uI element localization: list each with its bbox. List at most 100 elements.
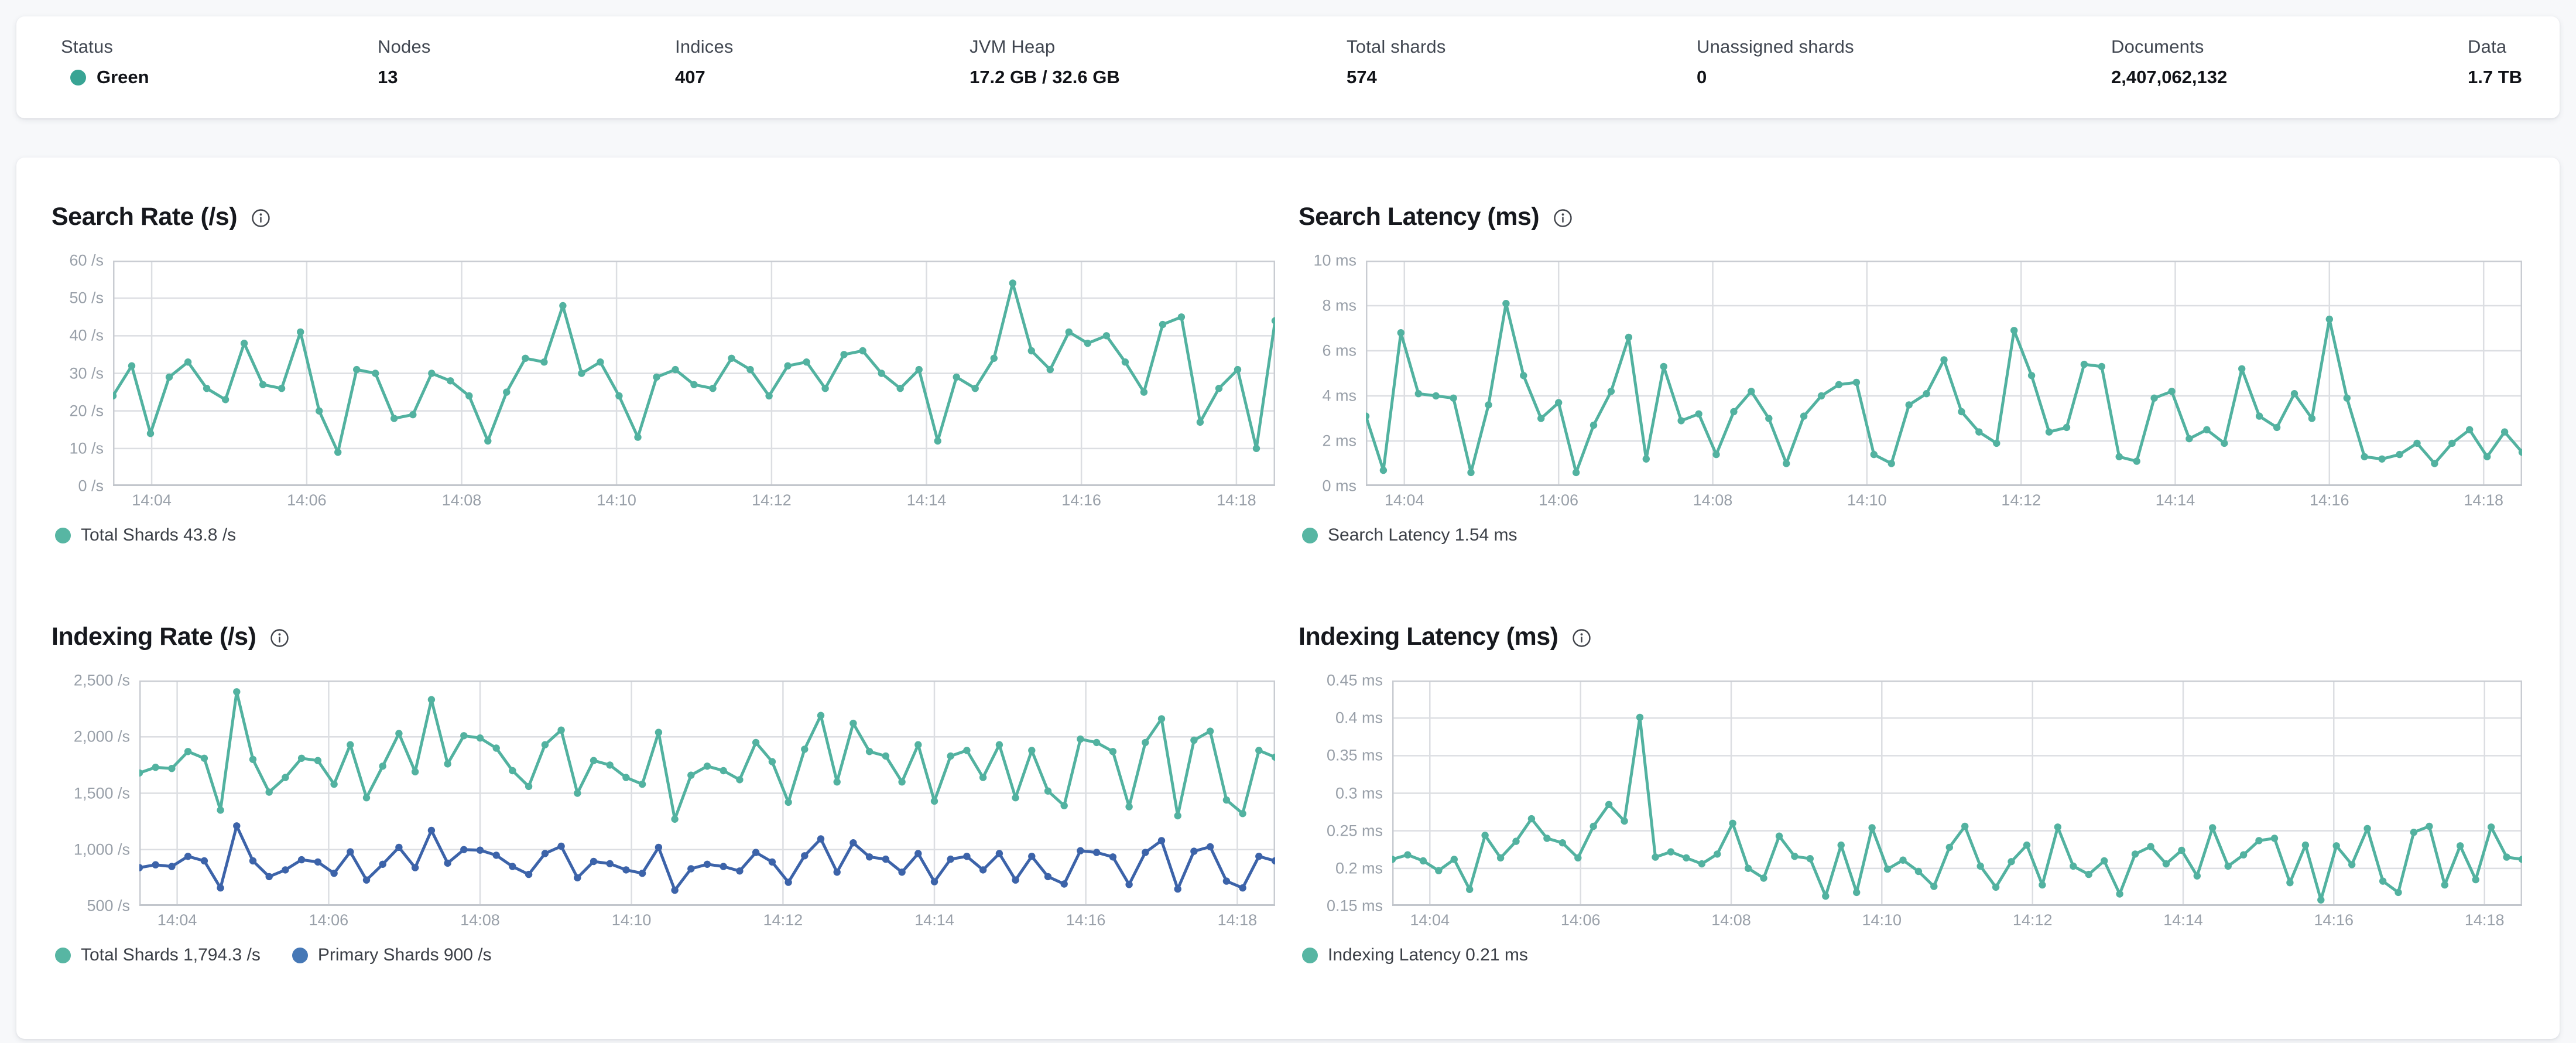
chart-legend: Total Shards 1,794.3 /s Primary Shards 9… xyxy=(55,945,492,965)
stat-jvm-heap: JVM Heap 17.2 GB / 32.6 GB xyxy=(970,36,1120,88)
x-tick-label: 14:08 xyxy=(441,491,482,509)
x-tick-label: 14:10 xyxy=(611,911,652,929)
chart-indexing-latency: Indexing Latency (ms) 0.45 ms 0.4 ms 0.35 … xyxy=(1299,620,2526,1000)
x-tick-label: 14:10 xyxy=(1862,911,1902,929)
info-icon[interactable] xyxy=(1572,628,1591,648)
y-tick-label: 1,000 /s xyxy=(73,840,130,859)
y-tick-label: 0.3 ms xyxy=(1335,784,1383,802)
legend-label: Search Latency 1.54 ms xyxy=(1328,525,1517,545)
y-axis-labels: 0.45 ms 0.4 ms 0.35 ms 0.3 ms 0.25 ms 0.2 ms 0… xyxy=(1299,672,1383,915)
y-tick-label: 6 ms xyxy=(1322,341,1356,360)
x-tick-label: 14:18 xyxy=(1217,911,1258,929)
legend-item[interactable]: Search Latency 1.54 ms xyxy=(1302,525,1517,545)
chart-legend: Indexing Latency 0.21 ms xyxy=(1302,945,1528,965)
legend-item[interactable]: Total Shards 43.8 /s xyxy=(55,525,236,545)
legend-dot-icon xyxy=(1302,947,1318,963)
plot-area xyxy=(135,679,1279,907)
x-tick-label: 14:18 xyxy=(1217,491,1256,509)
y-tick-label: 10 ms xyxy=(1313,251,1356,269)
x-tick-label: 14:08 xyxy=(460,911,500,929)
y-axis-labels: 2,500 /s 2,000 /s 1,500 /s 1,000 /s 500 /s xyxy=(52,672,130,915)
x-tick-label: 14:16 xyxy=(1066,911,1106,929)
chart-title: Search Rate (/s) xyxy=(52,203,238,231)
stat-label: Status xyxy=(61,36,114,57)
stat-value: 1.7 TB xyxy=(2468,67,2523,87)
y-tick-label: 0 ms xyxy=(1322,477,1356,495)
y-tick-label: 30 /s xyxy=(69,364,104,382)
x-tick-label: 14:14 xyxy=(2163,911,2203,929)
x-tick-label: 14:16 xyxy=(2309,491,2349,509)
x-tick-label: 14:06 xyxy=(287,491,327,509)
y-tick-label: 0.25 ms xyxy=(1326,822,1383,840)
stat-documents: Documents 2,407,062,132 xyxy=(2111,36,2227,88)
y-axis-labels: 10 ms 8 ms 6 ms 4 ms 2 ms 0 ms xyxy=(1299,252,1356,495)
stat-value: 574 xyxy=(1347,67,1377,87)
x-tick-label: 14:12 xyxy=(752,491,792,509)
legend-label: Total Shards 43.8 /s xyxy=(81,525,237,545)
y-tick-label: 0.45 ms xyxy=(1326,671,1383,689)
info-icon[interactable] xyxy=(1553,208,1573,228)
chart-search-latency: Search Latency (ms) 10 ms 8 ms 6 ms 4 ms 2 m… xyxy=(1299,200,2526,580)
x-tick-label: 14:14 xyxy=(2155,491,2195,509)
cluster-overview-bar: Status Green Nodes 13 Indices 407 JVM He… xyxy=(16,16,2560,118)
x-tick-label: 14:04 xyxy=(1384,491,1424,509)
stat-value: 407 xyxy=(675,67,705,87)
x-tick-label: 14:16 xyxy=(2314,911,2354,929)
legend-dot-icon xyxy=(55,527,71,543)
y-tick-label: 4 ms xyxy=(1322,387,1356,405)
chart-search-rate: Search Rate (/s) 60 /s 50 /s 40 /s 30 /s 20 … xyxy=(52,200,1279,580)
x-tick-label: 14:10 xyxy=(1847,491,1887,509)
x-tick-label: 14:12 xyxy=(2001,491,2041,509)
stat-value: Green xyxy=(97,67,149,87)
x-axis-labels: 14:04 14:06 14:08 14:10 14:12 14:14 14:16 14:18 xyxy=(113,491,1275,512)
x-tick-label: 14:10 xyxy=(597,491,636,509)
legend-item[interactable]: Primary Shards 900 /s xyxy=(292,945,492,965)
x-axis-labels: 14:04 14:06 14:08 14:10 14:12 14:14 14:16 14:18 xyxy=(139,911,1275,932)
y-tick-label: 0.15 ms xyxy=(1326,897,1383,915)
legend-dot-icon xyxy=(1302,527,1318,543)
y-tick-label: 2,000 /s xyxy=(73,727,130,746)
legend-item[interactable]: Indexing Latency 0.21 ms xyxy=(1302,945,1528,965)
x-tick-label: 14:08 xyxy=(1693,491,1733,509)
y-tick-label: 50 /s xyxy=(69,289,104,307)
y-tick-label: 1,500 /s xyxy=(73,784,130,802)
stat-total-shards: Total shards 574 xyxy=(1347,36,1446,88)
info-icon[interactable] xyxy=(251,208,270,228)
chart-canvas xyxy=(135,679,1279,907)
y-tick-label: 40 /s xyxy=(69,326,104,344)
chart-legend: Total Shards 43.8 /s xyxy=(55,525,236,545)
stat-status: Status Green xyxy=(61,36,149,88)
chart-indexing-rate: Indexing Rate (/s) 2,500 /s 2,000 /s 1,500… xyxy=(52,620,1279,1000)
chart-canvas xyxy=(1388,679,2526,907)
chart-title: Search Latency (ms) xyxy=(1299,203,1540,231)
x-tick-label: 14:04 xyxy=(1410,911,1450,929)
chart-canvas xyxy=(1362,259,2526,487)
chart-title: Indexing Latency (ms) xyxy=(1299,623,1558,651)
x-tick-label: 14:08 xyxy=(1711,911,1751,929)
stat-label: Total shards xyxy=(1347,36,1446,57)
x-tick-label: 14:06 xyxy=(1560,911,1601,929)
stat-label: Indices xyxy=(675,36,734,57)
legend-dot-icon xyxy=(55,947,71,963)
y-tick-label: 0.35 ms xyxy=(1326,746,1383,764)
y-tick-label: 0 /s xyxy=(78,477,104,495)
y-axis-labels: 60 /s 50 /s 40 /s 30 /s 20 /s 10 /s 0 /s xyxy=(52,252,104,495)
x-tick-label: 14:16 xyxy=(1061,491,1101,509)
stat-label: Nodes xyxy=(378,36,431,57)
plot-area xyxy=(109,259,1279,487)
y-tick-label: 0.2 ms xyxy=(1335,859,1383,877)
plot-area xyxy=(1388,679,2526,907)
stat-indices: Indices 407 xyxy=(675,36,734,88)
chart-legend: Search Latency 1.54 ms xyxy=(1302,525,1517,545)
legend-label: Total Shards 1,794.3 /s xyxy=(81,945,261,965)
status-dot-icon xyxy=(70,69,86,86)
info-icon[interactable] xyxy=(270,628,289,648)
stat-value: 2,407,062,132 xyxy=(2111,67,2228,87)
x-tick-label: 14:18 xyxy=(2464,911,2505,929)
stat-unassigned-shards: Unassigned shards 0 xyxy=(1697,36,1854,88)
x-axis-labels: 14:04 14:06 14:08 14:10 14:12 14:14 14:16 14:18 xyxy=(1392,911,2522,932)
metrics-panel: Search Rate (/s) 60 /s 50 /s 40 /s 30 /s 20 … xyxy=(16,158,2560,1039)
stat-label: JVM Heap xyxy=(970,36,1056,57)
legend-label: Primary Shards 900 /s xyxy=(317,945,492,965)
legend-item[interactable]: Total Shards 1,794.3 /s xyxy=(55,945,261,965)
